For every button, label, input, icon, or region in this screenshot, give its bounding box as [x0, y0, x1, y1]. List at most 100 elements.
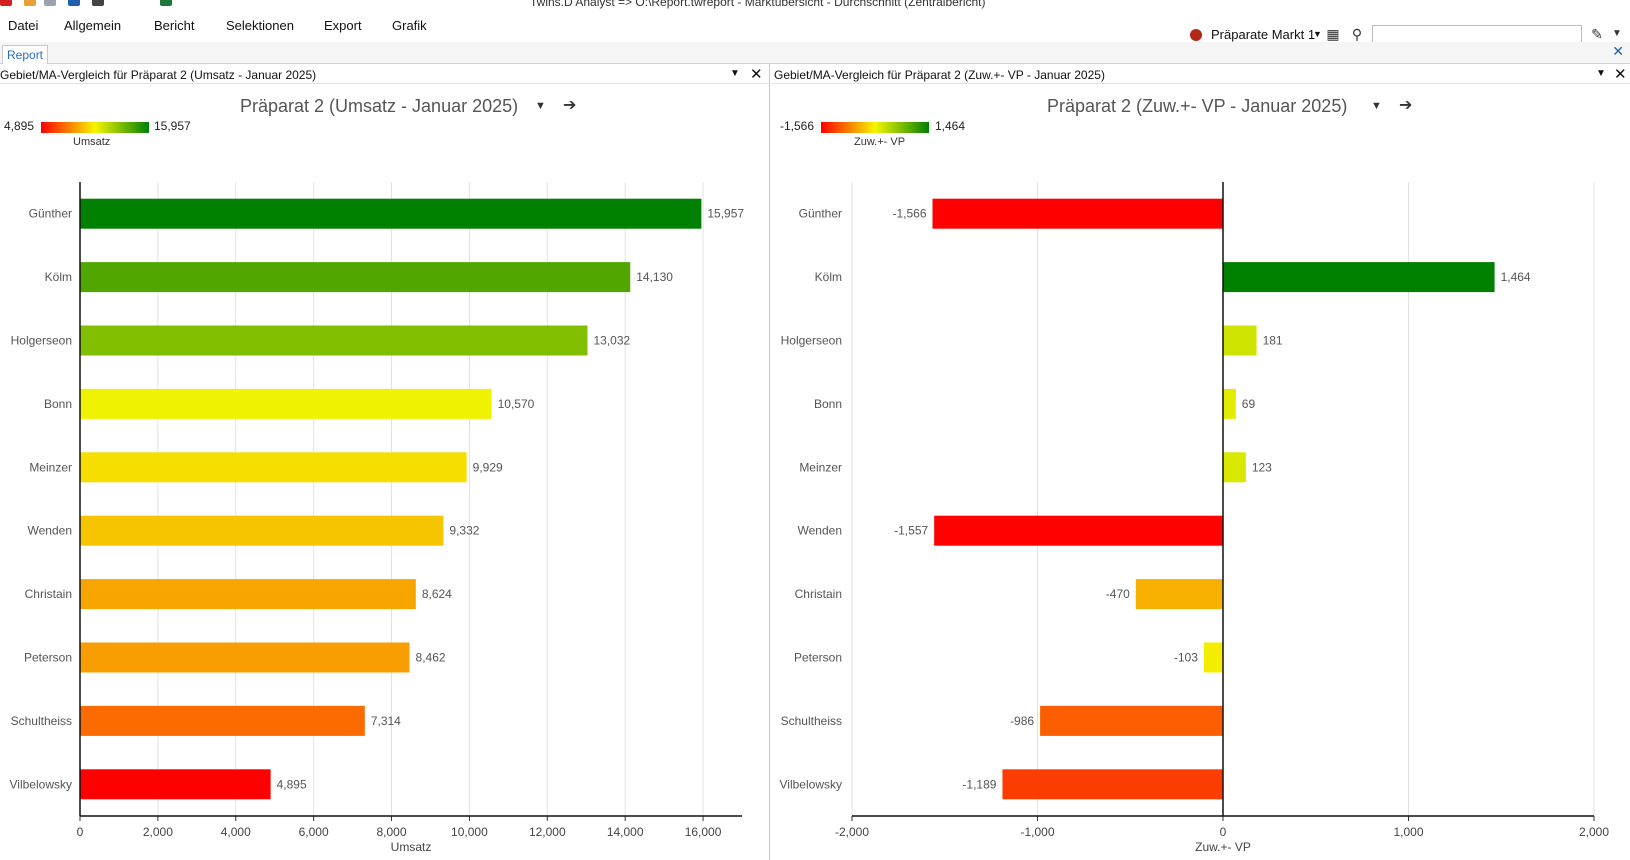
data-label: -1,557 [894, 524, 928, 538]
x-axis-label: Umsatz [391, 840, 432, 854]
menu-datei[interactable]: Datei [8, 18, 39, 33]
market-status-icon [1190, 29, 1202, 41]
category-label: Kölm [815, 270, 842, 284]
x-tick-label: 14,000 [607, 825, 644, 839]
search-icon[interactable]: ⚲ [1351, 26, 1363, 42]
bar-chart-zuwachs: -2,000 -1,000 0 1,000 2,000 Günther -1,566 Kölm… [780, 182, 1609, 854]
menu-allgemein[interactable]: Allgemein [64, 18, 122, 33]
arrow-right-icon[interactable]: ➔ [563, 97, 577, 114]
data-label: 9,929 [473, 460, 503, 474]
bar [80, 705, 365, 736]
data-label: 15,957 [707, 207, 744, 221]
menu-bericht[interactable]: Bericht [154, 18, 195, 33]
close-icon[interactable]: ✕ [1614, 66, 1627, 83]
excel-icon[interactable] [160, 0, 172, 6]
chevron-down-icon[interactable]: ▼ [1596, 68, 1606, 79]
category-label: Peterson [794, 651, 842, 665]
category-label: Kölm [45, 270, 72, 284]
bar [80, 262, 631, 293]
data-label: -1,189 [962, 777, 996, 791]
print-icon[interactable] [92, 0, 104, 6]
chevron-down-icon[interactable]: ▼ [730, 68, 740, 79]
x-tick-label: 0 [1220, 825, 1227, 839]
bar [1002, 769, 1223, 800]
data-label: 14,130 [636, 270, 673, 284]
bar [80, 515, 444, 546]
category-label: Meinzer [29, 460, 72, 474]
market-settings-icon[interactable]: ▦ [1326, 26, 1340, 42]
x-tick-label: 12,000 [529, 825, 566, 839]
menu-bar: Datei Allgemein Bericht Selektionen Expo… [0, 10, 1630, 45]
data-label: 9,332 [449, 524, 479, 538]
bar [80, 579, 416, 610]
data-label: 8,624 [422, 587, 452, 601]
arrow-right-icon[interactable]: ➔ [1399, 97, 1413, 114]
menu-export[interactable]: Export [324, 18, 362, 33]
mail-icon[interactable] [44, 0, 56, 6]
save-icon[interactable] [68, 0, 80, 6]
legend-label: Umsatz [73, 136, 111, 148]
edit-icon[interactable]: ✎ [1591, 26, 1603, 42]
chevron-down-icon[interactable]: ▼ [1371, 100, 1382, 112]
legend-min: -1,566 [780, 119, 815, 133]
menu-selektionen[interactable]: Selektionen [226, 18, 294, 33]
category-label: Holgerseon [11, 334, 72, 348]
category-label: Peterson [24, 651, 72, 665]
panel-header: Gebiet/MA-Vergleich für Präparat 2 (Umsa… [0, 64, 769, 84]
chevron-down-icon[interactable]: ▼ [1612, 28, 1622, 39]
category-label: Bonn [814, 397, 842, 411]
x-tick-label: 6,000 [299, 825, 329, 839]
bar [934, 515, 1223, 546]
document-tab-strip: Report ✕ [0, 42, 1630, 64]
bar [1040, 705, 1223, 736]
category-label: Meinzer [799, 460, 842, 474]
menu-grafik[interactable]: Grafik [392, 18, 427, 33]
bar [1223, 325, 1257, 356]
data-label: -986 [1010, 714, 1034, 728]
category-label: Wenden [798, 524, 842, 538]
category-label: Christain [25, 587, 72, 601]
chevron-down-icon[interactable]: ▼ [1313, 29, 1322, 39]
title-bar: Twins.D Analyst => O:\Report.twreport - … [0, 0, 1630, 10]
category-label: Schultheiss [781, 714, 842, 728]
bar [80, 325, 588, 356]
data-label: -470 [1106, 587, 1130, 601]
chart-title: Präparat 2 (Zuw.+- VP - Januar 2025) [1047, 96, 1348, 116]
bar [1223, 388, 1236, 419]
category-label: Vilbelowsky [780, 777, 842, 791]
bar [1223, 262, 1495, 293]
color-scale-legend [41, 122, 149, 133]
data-label: 7,314 [371, 714, 401, 728]
category-label: Günther [29, 207, 72, 221]
legend-max: 1,464 [935, 119, 966, 133]
app-logo-icon [0, 0, 12, 6]
bar [80, 769, 271, 800]
data-label: 10,570 [498, 397, 535, 411]
chevron-down-icon[interactable]: ▼ [535, 100, 546, 112]
bar [80, 388, 492, 419]
panel-title: Gebiet/MA-Vergleich für Präparat 2 (Zuw.… [774, 68, 1105, 82]
legend-min: 4,895 [4, 119, 35, 133]
data-label: 69 [1242, 397, 1256, 411]
close-icon[interactable]: ✕ [750, 66, 763, 83]
bar [80, 642, 410, 673]
bar [932, 198, 1223, 229]
open-folder-icon[interactable] [24, 0, 36, 6]
bar [1135, 579, 1223, 610]
category-label: Günther [799, 207, 842, 221]
color-scale-legend [821, 122, 929, 133]
category-label: Christain [795, 587, 842, 601]
data-label: -103 [1174, 651, 1198, 665]
category-label: Wenden [28, 524, 72, 538]
x-tick-label: 0 [77, 825, 84, 839]
close-icon[interactable]: ✕ [1612, 43, 1624, 59]
panel-header: Gebiet/MA-Vergleich für Präparat 2 (Zuw.… [772, 64, 1630, 84]
data-label: 4,895 [277, 777, 307, 791]
tab-report[interactable]: Report [2, 45, 49, 64]
legend-label: Zuw.+- VP [854, 136, 906, 148]
chart-panel-umsatz: Gebiet/MA-Vergleich für Präparat 2 (Umsa… [0, 64, 770, 860]
market-selector[interactable]: Präparate Markt 1 [1211, 27, 1316, 42]
data-label: 8,462 [416, 651, 446, 665]
data-label: 1,464 [1501, 270, 1531, 284]
legend-max: 15,957 [154, 119, 191, 133]
